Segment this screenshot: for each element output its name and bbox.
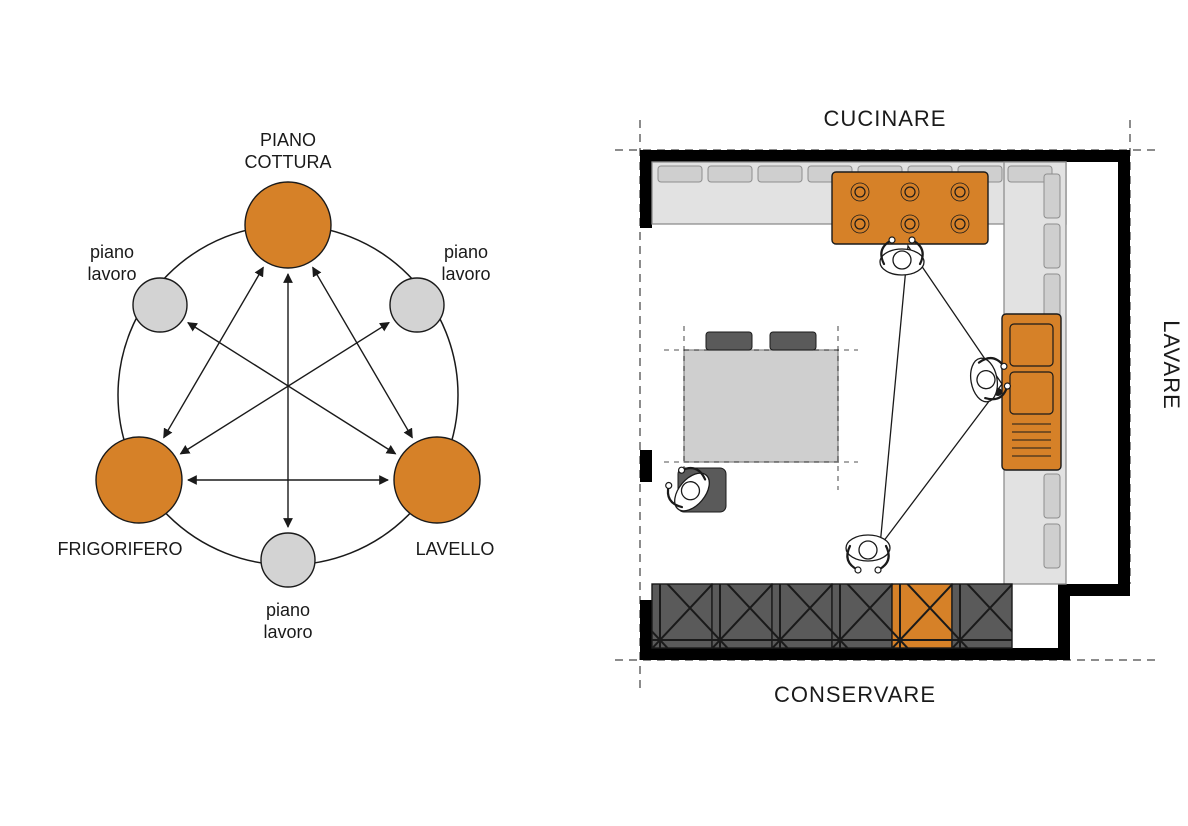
node-label-frigo: FRIGORIFERO (58, 539, 183, 559)
tall-unit (952, 584, 1012, 648)
node-lavello (394, 437, 480, 523)
node-label-pl_left: lavoro (87, 264, 136, 284)
kitchen-floorplan: CUCINARE CONSERVARE LAVARE (615, 106, 1184, 707)
tall-unit (652, 584, 712, 648)
chair (770, 332, 816, 350)
node-pl_left (133, 278, 187, 332)
node-label-cottura: COTTURA (245, 152, 332, 172)
sink (1002, 314, 1061, 470)
node-frigo (96, 437, 182, 523)
zone-label-wash: LAVARE (1159, 320, 1184, 410)
node-cottura (245, 182, 331, 268)
node-label-pl_left: piano (90, 242, 134, 262)
node-label-lavello: LAVELLO (416, 539, 495, 559)
node-label-pl_bottom: lavoro (263, 622, 312, 642)
zone-label-store: CONSERVARE (774, 682, 936, 707)
node-label-pl_right: piano (444, 242, 488, 262)
diagram-svg: PIANOCOTTURALAVELLOFRIGORIFEROpianolavor… (0, 0, 1188, 826)
node-pl_right (390, 278, 444, 332)
person-icon (846, 535, 890, 573)
tall-unit (712, 584, 772, 648)
node-pl_bottom (261, 533, 315, 587)
diagram-page: PIANOCOTTURALAVELLOFRIGORIFEROpianolavor… (0, 0, 1188, 826)
node-label-cottura: PIANO (260, 130, 316, 150)
fridge-unit (892, 584, 952, 648)
chair (706, 332, 752, 350)
node-label-pl_right: lavoro (441, 264, 490, 284)
work-triangle-network: PIANOCOTTURALAVELLOFRIGORIFEROpianolavor… (58, 130, 495, 642)
tall-unit (832, 584, 892, 648)
node-label-pl_bottom: piano (266, 600, 310, 620)
dining-table (684, 350, 838, 462)
tall-unit (772, 584, 832, 648)
zone-label-cook: CUCINARE (824, 106, 947, 131)
